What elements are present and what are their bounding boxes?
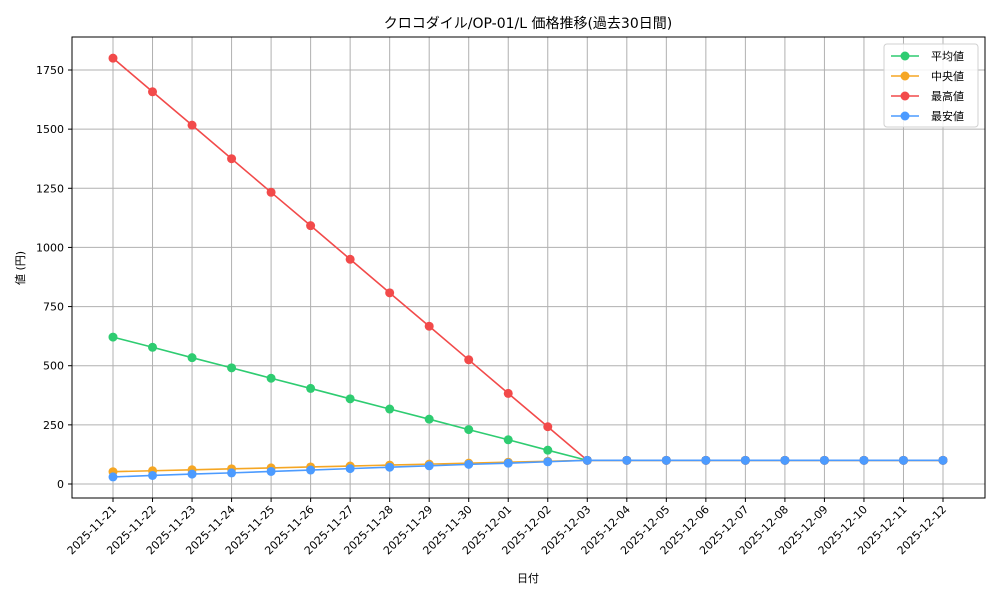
legend-marker-icon [900, 51, 910, 61]
data-point [938, 455, 948, 465]
data-point [108, 53, 118, 63]
data-point [266, 373, 276, 383]
legend-label: 最高値 [931, 89, 964, 103]
data-point [701, 455, 711, 465]
data-point [424, 414, 434, 424]
data-point [345, 394, 355, 404]
series-平均値 [108, 332, 948, 465]
legend-marker-icon [900, 91, 910, 101]
data-series [108, 53, 948, 482]
plot-frame [71, 36, 986, 499]
data-point [582, 455, 592, 465]
data-point [148, 342, 158, 352]
data-point [385, 462, 395, 472]
data-point [227, 363, 237, 373]
y-tick-label: 500 [43, 360, 64, 373]
legend-box [883, 43, 979, 128]
data-point [227, 468, 237, 478]
data-point [266, 187, 276, 197]
y-tick-label: 1750 [36, 64, 64, 77]
data-point [108, 332, 118, 342]
series-line [112, 459, 943, 478]
data-point [503, 435, 513, 445]
legend-item: 最安値 [891, 109, 964, 123]
legend-marker-icon [900, 71, 910, 81]
data-point [187, 353, 197, 363]
data-point [266, 466, 276, 476]
data-point [740, 455, 750, 465]
chart-title: クロコダイル/OP-01/L 価格推移(過去30日間) [384, 16, 672, 32]
data-point [385, 404, 395, 414]
data-point [385, 288, 395, 298]
legend-item: 最高値 [891, 89, 964, 103]
data-point [227, 154, 237, 164]
data-point [543, 445, 553, 455]
y-tick-label: 1000 [36, 241, 64, 254]
data-point [464, 425, 474, 435]
y-tick-label: 0 [57, 478, 64, 491]
grid-lines [72, 37, 985, 498]
legend-label: 中央値 [931, 70, 964, 83]
data-point [464, 355, 474, 365]
data-point [187, 120, 197, 130]
legend-item: 平均値 [891, 50, 964, 63]
y-tick-label: 1250 [36, 182, 64, 195]
data-point [543, 457, 553, 467]
series-line [112, 57, 943, 462]
data-point [622, 455, 632, 465]
data-point [306, 221, 316, 231]
data-point [503, 388, 513, 398]
data-point [306, 465, 316, 475]
data-point [187, 469, 197, 479]
data-point [345, 464, 355, 474]
legend-label: 平均値 [931, 50, 964, 63]
data-point [306, 383, 316, 393]
y-tick-label: 750 [43, 301, 64, 314]
legend-marker-icon [900, 111, 910, 121]
data-point [345, 254, 355, 264]
data-point [424, 321, 434, 331]
series-最安値 [108, 455, 948, 482]
x-axis-ticks: 2025-11-212025-11-222025-11-232025-11-24… [65, 498, 949, 557]
data-point [859, 455, 869, 465]
y-axis-label: 値 (円) [14, 251, 27, 285]
data-point [543, 422, 553, 432]
data-point [503, 458, 513, 468]
data-point [464, 459, 474, 469]
series-line [112, 336, 943, 462]
legend-label: 最安値 [931, 109, 964, 123]
y-axis-ticks: 0 250 500 750 1000 1250 1500 1750 [36, 64, 72, 491]
data-point [780, 455, 790, 465]
series-最高値 [108, 53, 948, 465]
data-point [819, 455, 829, 465]
y-tick-label: 250 [43, 419, 64, 432]
data-point [661, 455, 671, 465]
legend-item: 中央値 [891, 70, 964, 83]
x-axis-label: 日付 [517, 572, 539, 585]
data-point [424, 461, 434, 471]
y-tick-label: 1500 [36, 123, 64, 136]
data-point [148, 87, 158, 97]
data-point [108, 472, 118, 482]
data-point [148, 470, 158, 480]
data-point [898, 455, 908, 465]
